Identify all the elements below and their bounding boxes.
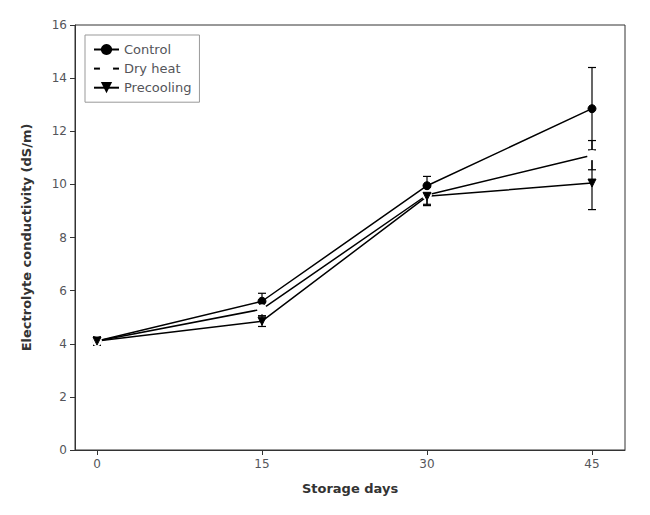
svg-text:0: 0: [93, 457, 101, 471]
svg-text:6: 6: [59, 284, 67, 298]
svg-text:10: 10: [52, 177, 67, 191]
svg-text:14: 14: [52, 71, 67, 85]
svg-text:Precooling: Precooling: [124, 80, 191, 95]
svg-text:0: 0: [59, 443, 67, 457]
svg-text:Control: Control: [124, 42, 171, 57]
svg-text:Electrolyte conductivity (dS/m: Electrolyte conductivity (dS/m): [19, 124, 34, 352]
svg-text:8: 8: [59, 231, 67, 245]
svg-text:45: 45: [584, 457, 599, 471]
svg-text:15: 15: [254, 457, 269, 471]
svg-text:30: 30: [419, 457, 434, 471]
svg-text:4: 4: [59, 337, 67, 351]
svg-text:16: 16: [52, 18, 67, 32]
svg-text:2: 2: [59, 390, 67, 404]
svg-text:Dry heat: Dry heat: [124, 61, 180, 76]
svg-text:Storage days: Storage days: [302, 481, 398, 496]
svg-text:12: 12: [52, 124, 67, 138]
